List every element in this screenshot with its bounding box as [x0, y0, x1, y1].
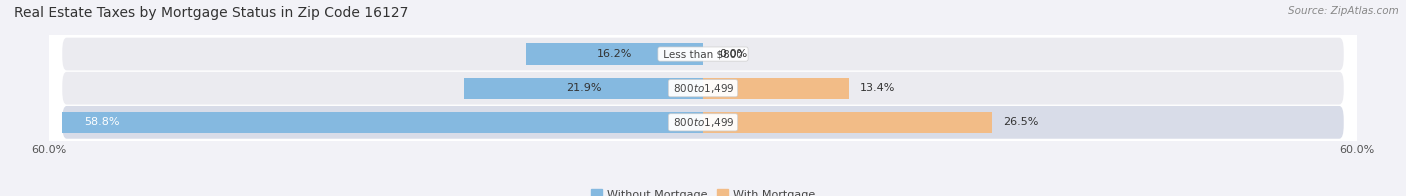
- Text: Source: ZipAtlas.com: Source: ZipAtlas.com: [1288, 6, 1399, 16]
- Bar: [703, 78, 849, 99]
- Bar: [62, 112, 703, 133]
- Text: $800 to $1,499: $800 to $1,499: [671, 82, 735, 95]
- Text: 21.9%: 21.9%: [567, 83, 602, 93]
- FancyBboxPatch shape: [62, 106, 1344, 139]
- Text: 13.4%: 13.4%: [860, 83, 896, 93]
- Text: 16.2%: 16.2%: [598, 49, 633, 59]
- Bar: [464, 78, 703, 99]
- Bar: [526, 44, 703, 65]
- Bar: [703, 112, 991, 133]
- FancyBboxPatch shape: [62, 38, 1344, 70]
- Legend: Without Mortgage, With Mortgage: Without Mortgage, With Mortgage: [586, 185, 820, 196]
- FancyBboxPatch shape: [62, 72, 1344, 105]
- Text: 26.5%: 26.5%: [1002, 117, 1038, 127]
- Text: Real Estate Taxes by Mortgage Status in Zip Code 16127: Real Estate Taxes by Mortgage Status in …: [14, 6, 408, 20]
- Text: 58.8%: 58.8%: [84, 117, 120, 127]
- Text: Less than $800: Less than $800: [659, 49, 747, 59]
- Text: 0.0%: 0.0%: [720, 49, 748, 59]
- Text: $800 to $1,499: $800 to $1,499: [671, 116, 735, 129]
